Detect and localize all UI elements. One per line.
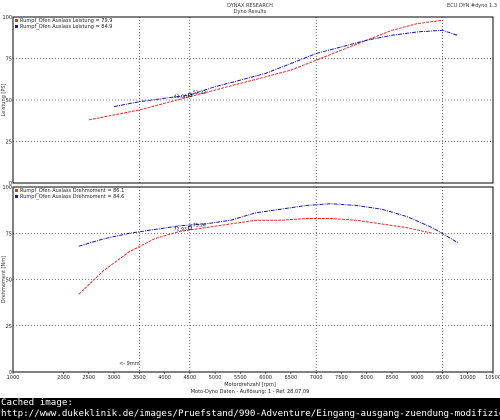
y-tick-label: 50 bbox=[6, 98, 12, 104]
series-line-blue bbox=[114, 29, 458, 108]
x-tick-label: 4500 bbox=[183, 375, 196, 381]
cached-image-label: Cached image: bbox=[1, 398, 73, 408]
x-tick-label: 3500 bbox=[133, 375, 146, 381]
legend-swatch-red bbox=[15, 19, 18, 22]
x-tick-label: 2000 bbox=[57, 375, 70, 381]
x-tick-label: 3000 bbox=[108, 375, 121, 381]
x-tick-label: 8500 bbox=[386, 375, 399, 381]
chart-header-subtitle: Dyno Results bbox=[234, 9, 267, 15]
x-tick-label: 9500 bbox=[436, 375, 449, 381]
x-tick-label: 7500 bbox=[335, 375, 348, 381]
y-tick-label: 75 bbox=[6, 57, 12, 63]
legend-swatch-blue bbox=[15, 195, 18, 198]
legend-entry-red: Rumpf_Ofen Auslass Drehmoment = 86.1 bbox=[20, 188, 124, 194]
x-axis-label: Motordrehzahl [rpm] bbox=[224, 382, 276, 388]
y-axis-label: Leistung [PS] bbox=[1, 83, 7, 116]
legend-swatch-blue bbox=[15, 25, 18, 28]
x-axis-footnote: Moto-Dyno Daten - Auflösung: 1 - Ref. 28… bbox=[191, 389, 310, 395]
y-tick-label: 50 bbox=[6, 278, 12, 284]
cursor-value-blue: 52.33 bbox=[193, 90, 206, 96]
y-tick-label: 75 bbox=[6, 231, 12, 237]
cursor-value-red: 43.66 bbox=[174, 94, 187, 100]
cursor-value-red: 72.93 bbox=[174, 227, 187, 233]
legend-entry-blue: Rumpf_Ofen Auslass Drehmoment = 84.6 bbox=[20, 194, 124, 200]
y-axis-label: Drehmoment [Nm] bbox=[1, 256, 7, 303]
x-tick-label: 9000 bbox=[411, 375, 424, 381]
y-tick-label: 100 bbox=[2, 185, 12, 191]
chart-header-title: DYNAX RESEARCH bbox=[227, 3, 273, 9]
y-tick-label: 25 bbox=[6, 140, 12, 146]
x-tick-label: 5500 bbox=[234, 375, 247, 381]
cached-image-url[interactable]: http://www.dukeklinik.de/images/Pruefsta… bbox=[1, 407, 500, 419]
x-axis: 1000 2000 2500 3000 3500 4000 4500 5000 5500 6000… bbox=[7, 372, 500, 381]
y-tick-label: 0 bbox=[9, 181, 12, 187]
x-tick-label: 6500 bbox=[285, 375, 298, 381]
torque-panel: 0 25 50 75 100 Drehmoment [Nm] Rumpf_Ofen Ausl… bbox=[1, 185, 494, 376]
cursor-marker bbox=[188, 225, 192, 230]
series-line-red bbox=[78, 218, 433, 295]
x-tick-label: 6000 bbox=[259, 375, 272, 381]
legend-swatch-red bbox=[15, 189, 18, 192]
x-tick-label: 1000 bbox=[7, 375, 20, 381]
x-tick-label: 7000 bbox=[310, 375, 323, 381]
y-tick-label: 25 bbox=[6, 324, 12, 330]
annotation-label: <- 9mm bbox=[119, 361, 140, 367]
legend-entry-red: Rumpf_Ofen Auslass Leistung = 79.9 bbox=[20, 18, 112, 24]
series-line-red bbox=[88, 19, 443, 121]
cursor-value-blue: 75.24 bbox=[193, 223, 206, 229]
chart-header-right: ECU DYN #dyno 1.3 bbox=[447, 3, 497, 9]
power-panel: 0 25 50 75 100 Leistung [PS] Rumpf_Ofen Auslas… bbox=[1, 15, 494, 187]
y-tick-label: 100 bbox=[2, 15, 12, 21]
x-tick-label: 5000 bbox=[209, 375, 222, 381]
cached-image-footer: Cached image: http://www.dukeklinik.de/i… bbox=[0, 398, 500, 420]
x-tick-label: 4000 bbox=[158, 375, 171, 381]
series-line-blue bbox=[78, 203, 458, 247]
x-tick-label: 10500 bbox=[485, 375, 500, 381]
x-tick-label: 2500 bbox=[82, 375, 95, 381]
y-tick-label: 0 bbox=[9, 370, 12, 376]
x-tick-label: 8000 bbox=[360, 375, 373, 381]
legend-entry-blue: Rumpf_Ofen Auslass Leistung = 84.9 bbox=[20, 24, 112, 30]
x-tick-label: 10000 bbox=[460, 375, 476, 381]
dyno-chart: DYNAX RESEARCH Dyno Results ECU DYN #dyn… bbox=[1, 3, 500, 395]
cursor-marker bbox=[188, 93, 192, 97]
